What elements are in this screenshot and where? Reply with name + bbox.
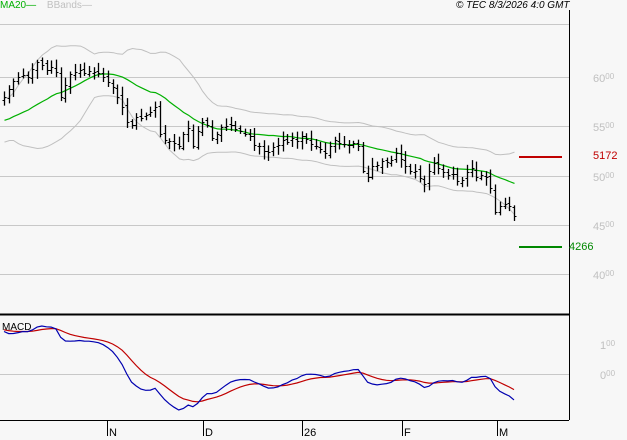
- price-tick-label: 5500: [593, 121, 615, 134]
- legend-ma20[interactable]: MA20—: [0, 0, 37, 11]
- price-tick-label: 5000: [593, 171, 615, 184]
- ma20-line: [4, 73, 515, 184]
- ohlc-bars: [2, 57, 517, 221]
- price-tick-label: 4500: [593, 220, 615, 233]
- price-tick-label: 6000: [593, 72, 615, 85]
- macd-tick-label: 100: [600, 339, 616, 352]
- support-label: 4266: [569, 241, 594, 253]
- x-tick-label: M: [499, 427, 509, 439]
- macd-lines: [3, 325, 515, 411]
- price-gridlines: [0, 77, 569, 275]
- x-tick-label: N: [109, 427, 117, 439]
- x-axis-ticks: [107, 421, 498, 436]
- price-levels: [519, 156, 562, 248]
- legend-bbands[interactable]: BBands—: [46, 0, 92, 11]
- price-tick-label: 4000: [593, 269, 615, 282]
- copyright-timestamp: © TEC 8/3/2026 4:0 GMT: [456, 0, 570, 11]
- legend: MA20— BBands—: [0, 0, 92, 12]
- x-tick-label: F: [404, 427, 411, 439]
- macd-tick-label: 000: [600, 369, 616, 382]
- macd-title: MACD: [2, 322, 32, 333]
- x-tick-label: 26: [304, 427, 317, 439]
- resistance-label: 5172: [593, 150, 618, 162]
- x-tick-label: D: [205, 427, 213, 439]
